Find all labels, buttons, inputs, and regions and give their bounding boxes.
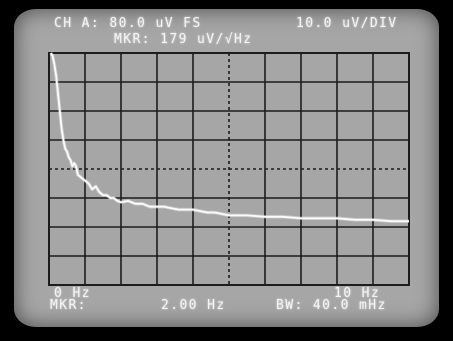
marker-frequency-readout: 2.00 Hz [161,298,226,313]
channel-fullscale-readout: CH A: 80.0 uV FS [54,16,202,31]
start-frequency-label: 0 Hz [54,286,91,301]
marker-label: MKR: [50,298,87,313]
stop-frequency-label: 10 Hz [334,286,381,301]
crt-screen: CH A: 80.0 uV FS 10.0 uV/DIV MKR: 179 uV… [14,9,439,327]
spectrum-plot [48,52,410,286]
spectrum-trace-group [49,52,409,223]
marker-amplitude-readout: MKR: 179 uV/√Hz [114,32,253,47]
bandwidth-readout: BW: 40.0 mHz [276,298,387,313]
spectrum-trace [50,52,409,223]
scale-per-division-readout: 10.0 uV/DIV [296,16,398,31]
graticule [48,52,410,286]
